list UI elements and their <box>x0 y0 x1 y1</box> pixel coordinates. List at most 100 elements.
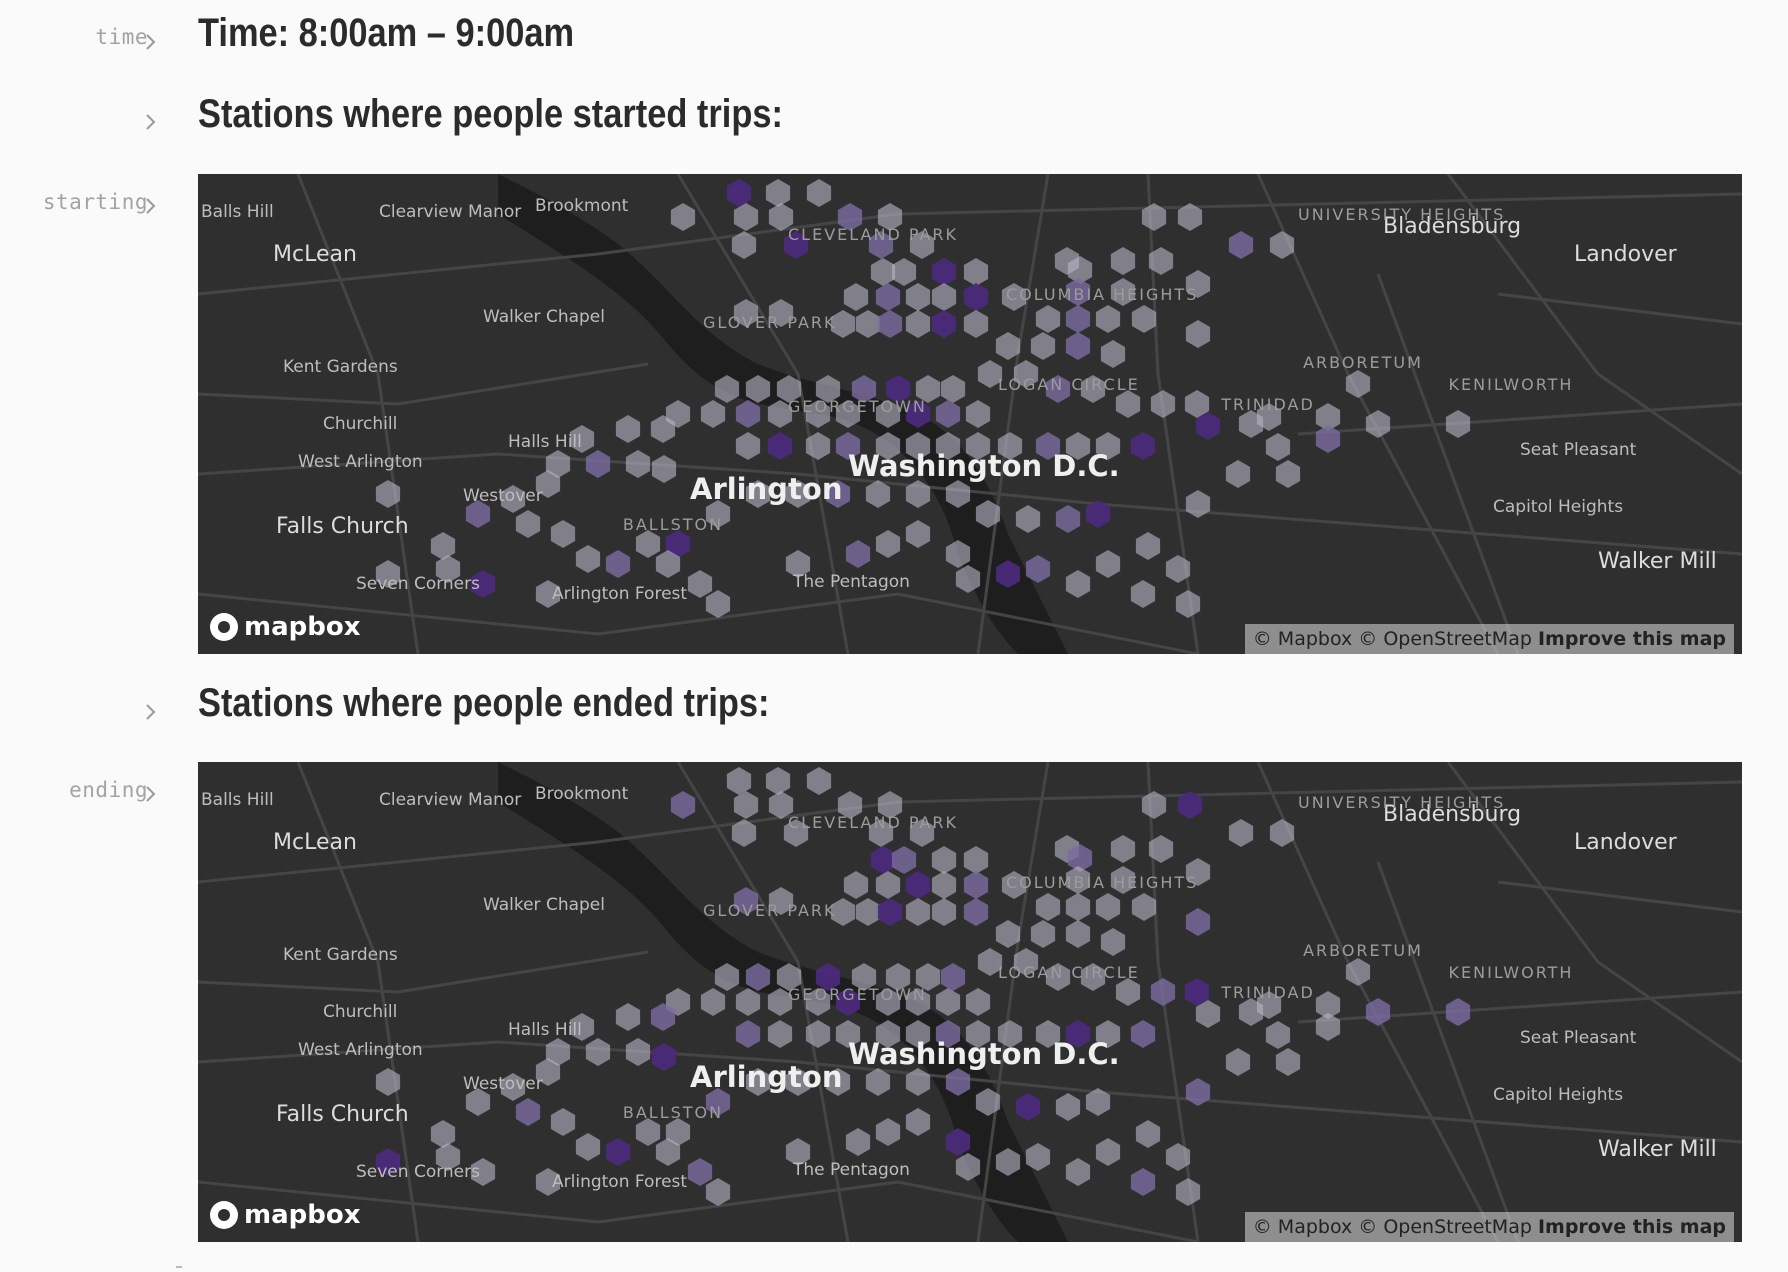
station-hexbin[interactable] <box>1035 1020 1061 1048</box>
station-hexbin[interactable] <box>905 988 931 1016</box>
station-hexbin[interactable] <box>931 871 957 899</box>
station-hexbin[interactable] <box>945 1068 971 1096</box>
station-hexbin[interactable] <box>931 283 957 311</box>
station-hexbin[interactable] <box>1067 844 1093 872</box>
station-hexbin[interactable] <box>515 1098 541 1126</box>
station-hexbin[interactable] <box>975 1088 1001 1116</box>
station-hexbin[interactable] <box>785 480 811 508</box>
station-hexbin[interactable] <box>726 179 752 207</box>
station-hexbin[interactable] <box>1315 1013 1341 1041</box>
station-hexbin[interactable] <box>835 400 861 428</box>
station-hexbin[interactable] <box>731 819 757 847</box>
starting-map[interactable]: Washington D.C. Arlington McLean Falls Chur… <box>198 174 1742 654</box>
station-hexbin[interactable] <box>905 400 931 428</box>
station-hexbin[interactable] <box>625 450 651 478</box>
station-hexbin[interactable] <box>1275 1048 1301 1076</box>
station-hexbin[interactable] <box>977 360 1003 388</box>
station-hexbin[interactable] <box>470 1158 496 1186</box>
station-hexbin[interactable] <box>1013 360 1039 388</box>
station-hexbin[interactable] <box>768 887 794 915</box>
station-hexbin[interactable] <box>655 1138 681 1166</box>
station-hexbin[interactable] <box>1148 247 1174 275</box>
station-hexbin[interactable] <box>735 1020 761 1048</box>
station-hexbin[interactable] <box>1445 998 1471 1026</box>
map-canvas[interactable] <box>198 762 1742 1242</box>
station-hexbin[interactable] <box>575 1133 601 1161</box>
station-hexbin[interactable] <box>687 570 713 598</box>
station-hexbin[interactable] <box>1175 1178 1201 1206</box>
station-hexbin[interactable] <box>875 1020 901 1048</box>
station-hexbin[interactable] <box>705 500 731 528</box>
station-hexbin[interactable] <box>700 400 726 428</box>
station-hexbin[interactable] <box>768 791 794 819</box>
station-hexbin[interactable] <box>776 375 802 403</box>
station-hexbin[interactable] <box>905 310 931 338</box>
station-hexbin[interactable] <box>825 1068 851 1096</box>
station-hexbin[interactable] <box>945 540 971 568</box>
station-hexbin[interactable] <box>767 988 793 1016</box>
station-hexbin[interactable] <box>745 1068 771 1096</box>
station-hexbin[interactable] <box>835 432 861 460</box>
station-hexbin[interactable] <box>569 1013 595 1041</box>
station-hexbin[interactable] <box>733 299 759 327</box>
station-hexbin[interactable] <box>855 310 881 338</box>
station-hexbin[interactable] <box>1365 998 1391 1026</box>
attribution-text[interactable]: © Mapbox © OpenStreetMap <box>1252 1216 1532 1238</box>
station-hexbin[interactable] <box>1238 410 1264 438</box>
station-hexbin[interactable] <box>1085 1088 1111 1116</box>
station-hexbin[interactable] <box>1035 432 1061 460</box>
station-hexbin[interactable] <box>875 432 901 460</box>
station-hexbin[interactable] <box>965 400 991 428</box>
station-hexbin[interactable] <box>1055 1093 1081 1121</box>
station-hexbin[interactable] <box>430 532 456 560</box>
station-hexbin[interactable] <box>1095 893 1121 921</box>
station-hexbin[interactable] <box>765 767 791 795</box>
station-hexbin[interactable] <box>1035 305 1061 333</box>
station-hexbin[interactable] <box>1030 920 1056 948</box>
station-hexbin[interactable] <box>1130 580 1156 608</box>
station-hexbin[interactable] <box>835 988 861 1016</box>
station-hexbin[interactable] <box>535 470 561 498</box>
station-hexbin[interactable] <box>815 963 841 991</box>
station-hexbin[interactable] <box>963 258 989 286</box>
station-hexbin[interactable] <box>965 988 991 1016</box>
station-hexbin[interactable] <box>806 179 832 207</box>
mapbox-logo[interactable]: mapbox <box>210 612 361 642</box>
station-hexbin[interactable] <box>1225 1048 1251 1076</box>
station-hexbin[interactable] <box>745 480 771 508</box>
station-hexbin[interactable] <box>891 846 917 874</box>
station-hexbin[interactable] <box>765 179 791 207</box>
station-hexbin[interactable] <box>615 1003 641 1031</box>
chevron-right-icon[interactable] <box>141 782 161 806</box>
station-hexbin[interactable] <box>931 846 957 874</box>
station-hexbin[interactable] <box>935 988 961 1016</box>
station-hexbin[interactable] <box>500 1073 526 1101</box>
station-hexbin[interactable] <box>1184 390 1210 418</box>
station-hexbin[interactable] <box>885 375 911 403</box>
station-hexbin[interactable] <box>1095 1020 1121 1048</box>
station-hexbin[interactable] <box>1045 375 1071 403</box>
station-hexbin[interactable] <box>575 545 601 573</box>
station-hexbin[interactable] <box>995 560 1021 588</box>
station-hexbin[interactable] <box>569 425 595 453</box>
station-hexbin[interactable] <box>1185 270 1211 298</box>
station-hexbin[interactable] <box>1165 555 1191 583</box>
station-hexbin[interactable] <box>1065 432 1091 460</box>
station-hexbin[interactable] <box>735 432 761 460</box>
station-hexbin[interactable] <box>1115 978 1141 1006</box>
station-hexbin[interactable] <box>745 963 771 991</box>
station-hexbin[interactable] <box>870 258 896 286</box>
station-hexbin[interactable] <box>1030 332 1056 360</box>
station-hexbin[interactable] <box>785 1138 811 1166</box>
station-hexbin[interactable] <box>1365 410 1391 438</box>
station-hexbin[interactable] <box>733 887 759 915</box>
mapbox-logo[interactable]: mapbox <box>210 1200 361 1230</box>
station-hexbin[interactable] <box>1015 1093 1041 1121</box>
station-hexbin[interactable] <box>670 203 696 231</box>
station-hexbin[interactable] <box>605 1138 631 1166</box>
station-hexbin[interactable] <box>837 203 863 231</box>
station-hexbin[interactable] <box>1177 203 1203 231</box>
station-hexbin[interactable] <box>868 819 894 847</box>
chevron-right-icon[interactable] <box>141 194 161 218</box>
station-hexbin[interactable] <box>1345 958 1371 986</box>
